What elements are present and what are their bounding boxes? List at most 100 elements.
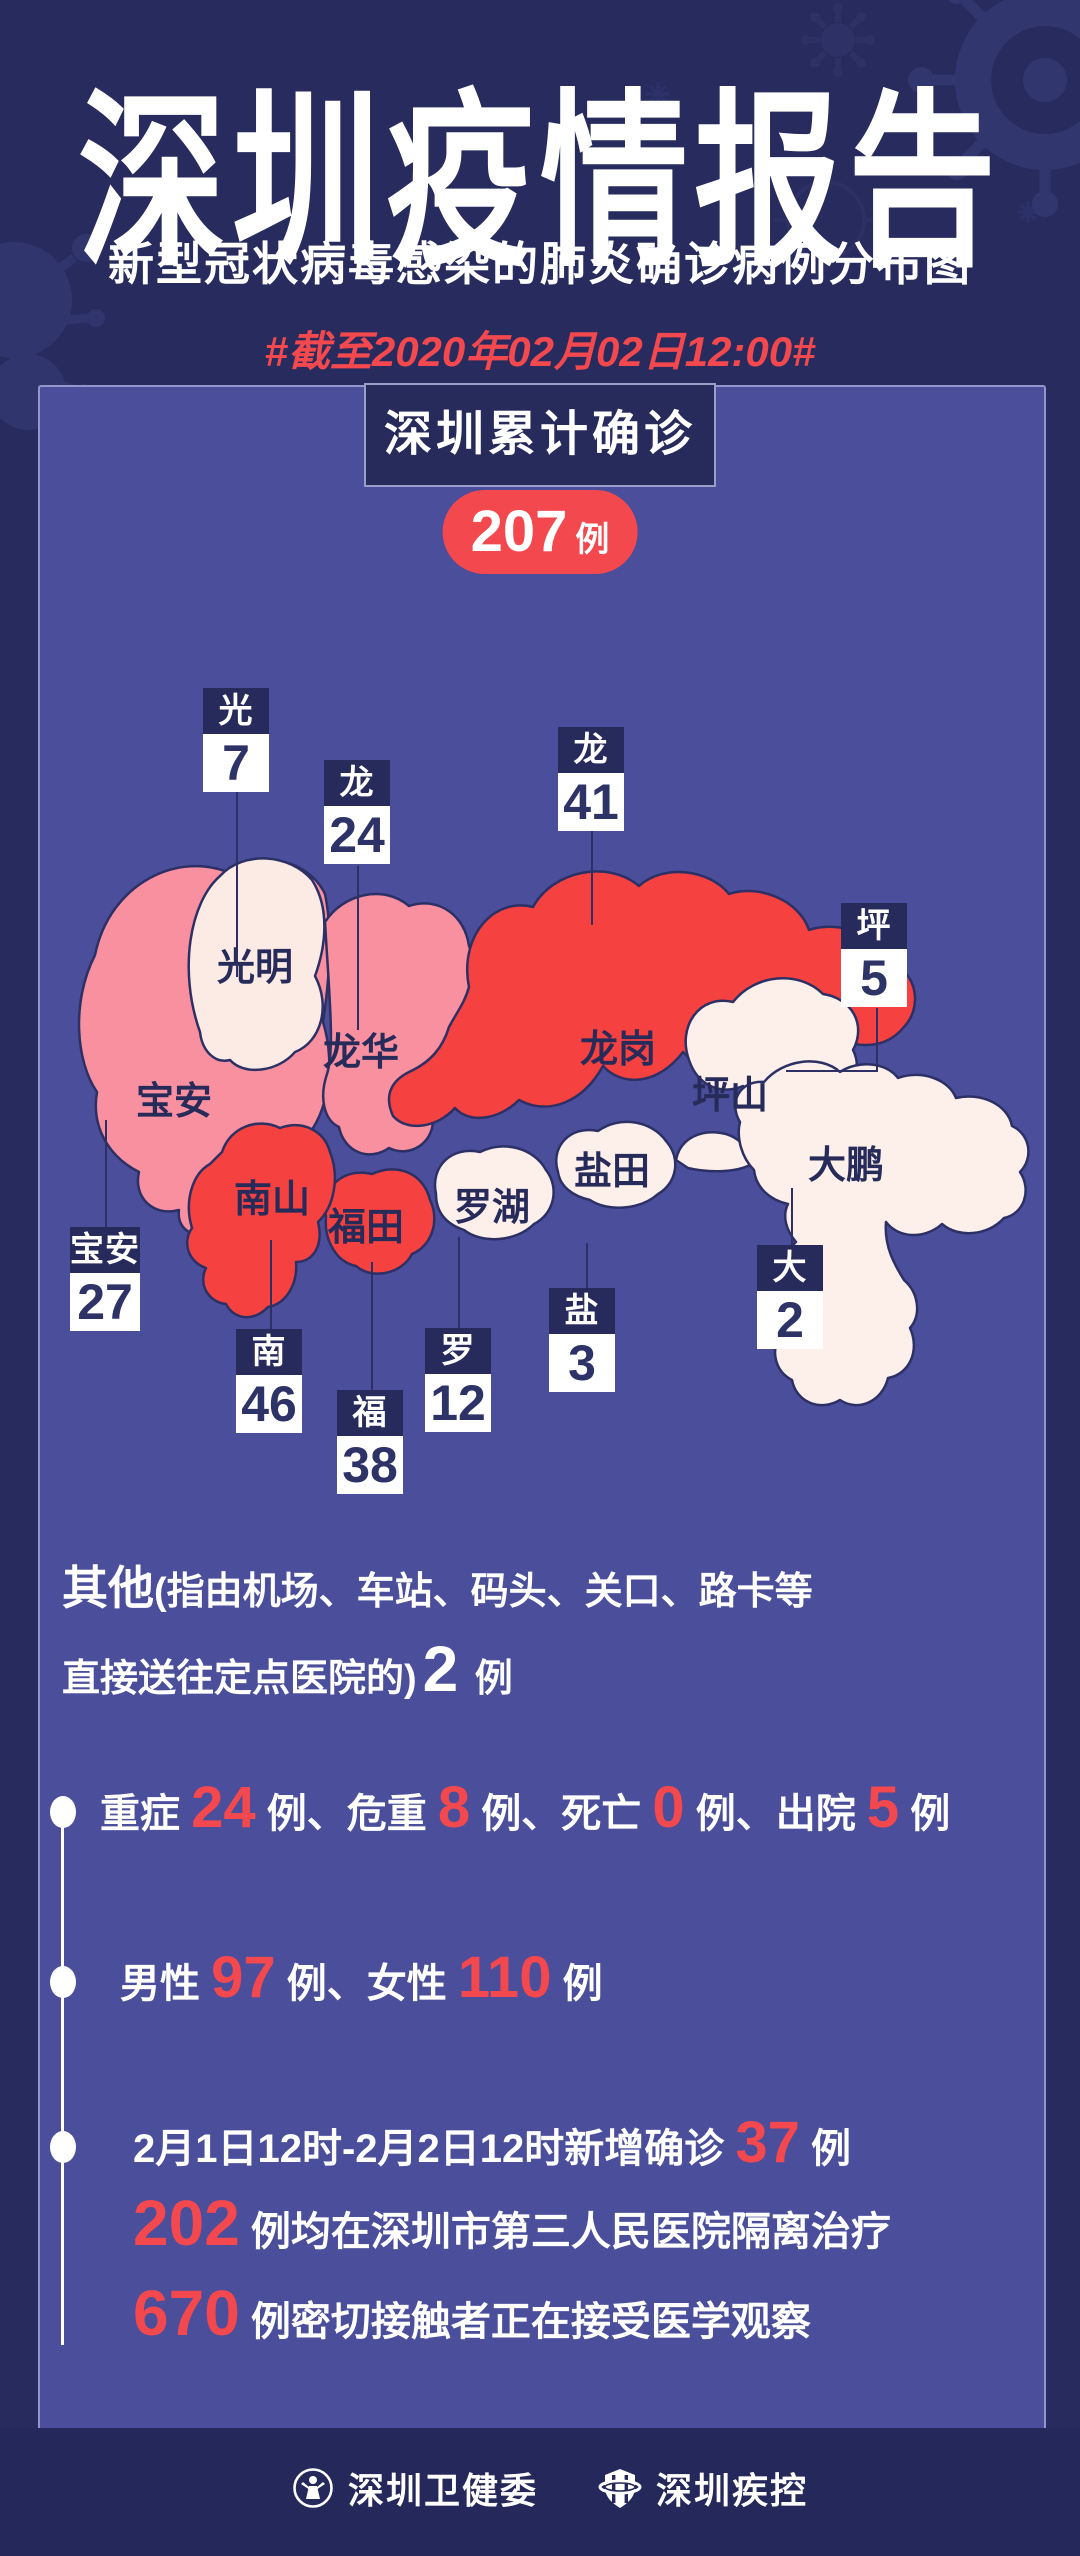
page-subtitle: 新型冠状病毒感染的肺炎确诊病例分布图: [108, 238, 972, 290]
map-label-baoan: 宝安: [136, 1081, 212, 1123]
connector-guangming: [236, 787, 238, 977]
virus-decoration-snowflakes: [646, 82, 1038, 255]
connector-pingshan-v: [876, 1008, 878, 1072]
timeline-bullet-2: [50, 1966, 76, 1998]
map-label-futian: 福田: [327, 1207, 404, 1249]
callout-luohu: 罗湖 12: [425, 1328, 491, 1432]
connector-longhua: [357, 866, 359, 1030]
org-cdc: 深圳疾控: [598, 2462, 808, 2514]
stat-death-label: 例、死亡: [470, 1792, 653, 1836]
shenzhen-district-map: 光明 宝安 龙华 龙岗 坪山 南山 福田 罗湖 盐田 大鹏: [77, 857, 1030, 1407]
map-label-longgang: 龙岗: [580, 1029, 656, 1071]
stat-observation-label: 例密切接触者正在接受医学观察: [239, 2300, 811, 2344]
stat-critical-value: 8: [437, 1775, 471, 1840]
connector-nanshan: [270, 1240, 272, 1330]
other-cases-value: 2: [422, 1633, 459, 1705]
stat-new-unit: 例: [799, 2127, 852, 2171]
total-confirmed-value: 207: [470, 499, 568, 564]
callout-nanshan-name: 南山: [236, 1329, 302, 1417]
stat-death-value: 0: [652, 1775, 685, 1840]
timeline-bullet-3: [50, 2131, 76, 2163]
callout-luohu-cases: 12: [425, 1374, 491, 1432]
callout-nanshan-cases: 46: [236, 1375, 302, 1433]
virus-decoration-top-right: [908, 0, 1080, 217]
org-cdc-label: 深圳疾控: [656, 2470, 809, 2511]
map-region-luohu: [433, 1145, 555, 1241]
callout-yantian: 盐田 3: [549, 1288, 615, 1392]
callout-guangming: 光明 7: [203, 688, 269, 792]
callout-longgang-cases: 41: [558, 773, 624, 831]
map-label-guangming: 光明: [217, 947, 293, 989]
stat-severe-label: 重症: [100, 1792, 192, 1836]
callout-yantian-cases: 3: [549, 1334, 615, 1392]
map-region-futian: [323, 1168, 436, 1275]
callout-guangming-cases: 7: [203, 734, 269, 792]
stat-hospital-label: 例均在深圳市第三人民医院隔离治疗: [239, 2210, 891, 2254]
org-health-commission: 深圳卫健委: [292, 2462, 538, 2514]
stat-row-severity: 重症 24 例、危重 8 例、死亡 0 例、出院 5 例: [100, 1774, 950, 1841]
virus-decoration-outline: [774, 168, 878, 272]
callout-nanshan: 南山 46: [236, 1329, 302, 1433]
stat-female-value: 110: [457, 1945, 552, 2010]
callout-dapeng-name: 大鹏: [757, 1245, 823, 1333]
callout-pingshan-name: 坪山: [841, 903, 907, 991]
stat-row-gender: 男性 97 例、女性 110 例: [120, 1944, 603, 2011]
callout-dapeng: 大鹏 2: [757, 1245, 823, 1349]
callout-futian: 福田 38: [337, 1390, 403, 1494]
stat-row-hospital: 202 例均在深圳市第三人民医院隔离治疗: [133, 2186, 891, 2260]
timeline-line: [61, 1812, 64, 2345]
cdc-shield-icon: [598, 2469, 642, 2508]
stat-gender-unit: 例: [551, 1962, 603, 2006]
callout-longgang-name: 龙岗: [558, 727, 624, 815]
stat-male-label: 男性: [120, 1962, 212, 2006]
callout-longhua: 龙华 24: [324, 760, 390, 864]
stat-unit-label: 例: [899, 1792, 951, 1836]
stat-row-observation: 670 例密切接触者正在接受医学观察: [133, 2276, 811, 2350]
map-label-nanshan: 南山: [234, 1179, 310, 1221]
health-commission-seal-icon: [293, 2468, 333, 2508]
other-cases-note: 其他 (指由机场、车站、码头、关口、路卡等 直接送往定点医院的) 2 例: [62, 1552, 813, 1706]
stat-discharged-label: 例、出院: [684, 1792, 867, 1836]
other-cases-unit: 例: [464, 1658, 513, 1700]
other-label: 其他: [62, 1562, 154, 1614]
total-confirmed-unit: 例: [575, 521, 610, 559]
connector-yantian: [586, 1243, 588, 1289]
stat-new-value: 37: [735, 2110, 800, 2175]
timeline-bullet-1: [50, 1796, 76, 1828]
stat-male-value: 97: [211, 1945, 276, 2010]
map-label-luohu: 罗湖: [454, 1187, 530, 1229]
report-date-tag: #截至2020年02月02日12:00#: [264, 328, 816, 375]
other-note-line1: (指由机场、车站、码头、关口、路卡等: [154, 1571, 813, 1613]
callout-longhua-name: 龙华: [324, 760, 390, 848]
callout-pingshan-cases: 5: [841, 949, 907, 1007]
connector-luohu: [458, 1237, 460, 1329]
total-confirmed-badge: 深圳累计确诊: [364, 383, 716, 487]
total-confirmed-pill: 207 例: [442, 490, 638, 574]
map-label-yantian: 盐田: [574, 1151, 650, 1193]
page-title: 深圳疫情报告: [78, 77, 1002, 290]
callout-longgang: 龙岗 41: [558, 727, 624, 831]
connector-dapeng: [791, 1188, 793, 1246]
callout-futian-cases: 38: [337, 1436, 403, 1494]
callout-baoan-cases: 27: [70, 1273, 140, 1331]
stat-severe-value: 24: [191, 1775, 256, 1840]
footer-band: [0, 2428, 1080, 2556]
map-region-guangming: [187, 857, 326, 1072]
connector-baoan: [105, 1120, 107, 1228]
callout-baoan: 宝安 27: [70, 1227, 140, 1331]
virus-decoration-top-right-small: [801, 3, 875, 77]
callout-dapeng-cases: 2: [757, 1291, 823, 1349]
map-label-dapeng: 大鹏: [808, 1145, 884, 1187]
stat-observation-value: 670: [133, 2277, 240, 2349]
stat-female-label: 例、女性: [275, 1962, 458, 2006]
connector-pingshan-h: [786, 1070, 878, 1072]
map-label-pingshan: 坪山: [692, 1075, 768, 1117]
callout-guangming-name: 光明: [203, 688, 269, 776]
org-health-commission-label: 深圳卫健委: [348, 2470, 539, 2511]
callout-luohu-name: 罗湖: [425, 1328, 491, 1416]
callout-longhua-cases: 24: [324, 806, 390, 864]
stat-new-label: 2月1日12时-2月2日12时新增确诊: [133, 2127, 736, 2171]
other-note-line2: 直接送往定点医院的): [62, 1658, 417, 1700]
